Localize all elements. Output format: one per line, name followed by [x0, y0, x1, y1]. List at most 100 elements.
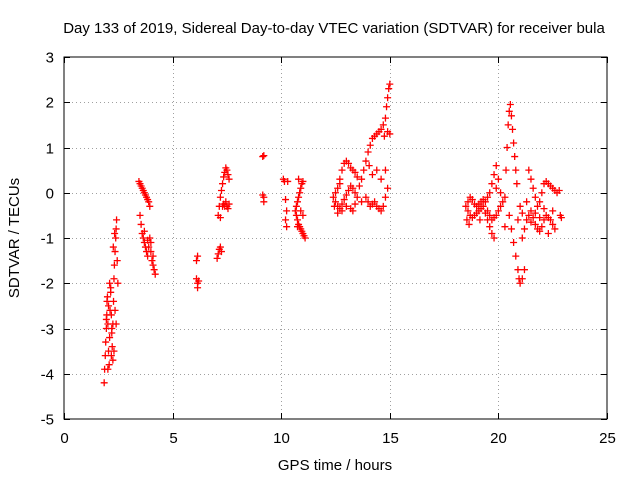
data-point	[488, 180, 496, 188]
data-point	[540, 216, 548, 224]
data-point	[507, 112, 515, 120]
data-point	[137, 220, 145, 228]
data-point	[492, 162, 500, 170]
data-point	[536, 214, 544, 222]
data-point	[518, 275, 526, 283]
data-point	[109, 356, 117, 364]
data-point	[544, 229, 552, 237]
data-point	[505, 211, 513, 219]
data-point	[506, 101, 514, 109]
data-point	[332, 198, 339, 206]
y-tick-label: -4	[41, 367, 54, 384]
data-point	[150, 266, 158, 274]
data-point	[149, 252, 157, 260]
data-point	[283, 207, 291, 215]
data-point	[111, 248, 119, 256]
data-point	[109, 243, 117, 251]
data-point	[492, 184, 500, 192]
data-point	[531, 220, 539, 228]
data-point	[360, 166, 368, 174]
data-point	[486, 223, 494, 231]
data-point	[299, 211, 307, 219]
data-point	[148, 257, 156, 265]
data-point	[107, 311, 115, 319]
data-point	[334, 209, 342, 217]
data-point	[102, 338, 110, 346]
data-point	[194, 252, 202, 260]
data-point	[297, 207, 305, 215]
x-axis-label: GPS time / hours	[278, 457, 392, 474]
data-point	[103, 293, 111, 301]
data-point	[216, 243, 224, 251]
data-point	[225, 200, 233, 208]
data-point	[107, 352, 115, 360]
y-tick-label: 0	[46, 186, 54, 203]
data-point	[484, 207, 492, 215]
data-point	[342, 202, 350, 210]
data-point	[364, 198, 372, 206]
data-point	[217, 186, 225, 194]
y-tick-label: -3	[41, 322, 54, 339]
data-point	[108, 325, 116, 332]
data-point	[283, 223, 291, 231]
data-point	[114, 279, 122, 287]
data-point	[538, 189, 546, 197]
data-point	[465, 220, 473, 228]
data-point	[386, 80, 394, 88]
data-point	[260, 152, 268, 160]
data-point	[490, 171, 498, 179]
data-point	[140, 227, 148, 235]
data-point	[502, 166, 510, 174]
data-point	[501, 223, 509, 231]
data-point	[386, 130, 394, 138]
data-point	[377, 207, 385, 215]
data-point	[112, 234, 120, 242]
data-point	[514, 216, 522, 224]
data-point	[527, 218, 535, 226]
y-tick-label: -1	[41, 231, 54, 248]
data-point	[338, 166, 346, 174]
data-point	[536, 198, 544, 206]
data-point	[488, 229, 496, 237]
data-point	[106, 334, 114, 342]
data-point	[527, 175, 535, 183]
y-tick-label: -2	[41, 276, 54, 293]
data-point	[384, 94, 392, 102]
data-point	[101, 352, 109, 360]
data-point	[484, 193, 492, 201]
data-point	[531, 193, 539, 201]
data-point	[494, 175, 502, 183]
data-point	[464, 207, 472, 215]
x-tick-label: 25	[599, 430, 616, 447]
data-point	[292, 202, 300, 210]
data-point	[549, 207, 557, 215]
x-tick-label: 20	[490, 430, 507, 447]
data-point	[194, 284, 202, 292]
data-point	[358, 175, 366, 183]
data-point	[342, 191, 350, 199]
x-tick-label: 10	[273, 430, 290, 447]
data-point	[295, 193, 303, 201]
data-point	[151, 270, 159, 278]
data-point	[512, 252, 520, 260]
data-point	[497, 202, 505, 210]
data-point	[145, 243, 153, 251]
data-point	[225, 175, 233, 183]
data-point	[513, 180, 521, 188]
data-point	[292, 211, 300, 219]
data-point	[557, 214, 565, 222]
y-tick-label: 3	[46, 50, 54, 67]
data-point	[479, 202, 487, 210]
data-point	[529, 214, 537, 222]
data-point	[373, 166, 381, 174]
data-point	[523, 198, 531, 206]
data-point	[540, 205, 548, 213]
data-point	[525, 166, 533, 174]
data-point	[284, 177, 292, 185]
chart-title: Day 133 of 2019, Sidereal Day-to-day VTE…	[63, 20, 605, 37]
data-point	[538, 223, 546, 231]
data-point	[220, 173, 228, 181]
data-point	[509, 125, 517, 133]
x-tick-label: 5	[169, 430, 177, 447]
data-point	[293, 223, 301, 231]
